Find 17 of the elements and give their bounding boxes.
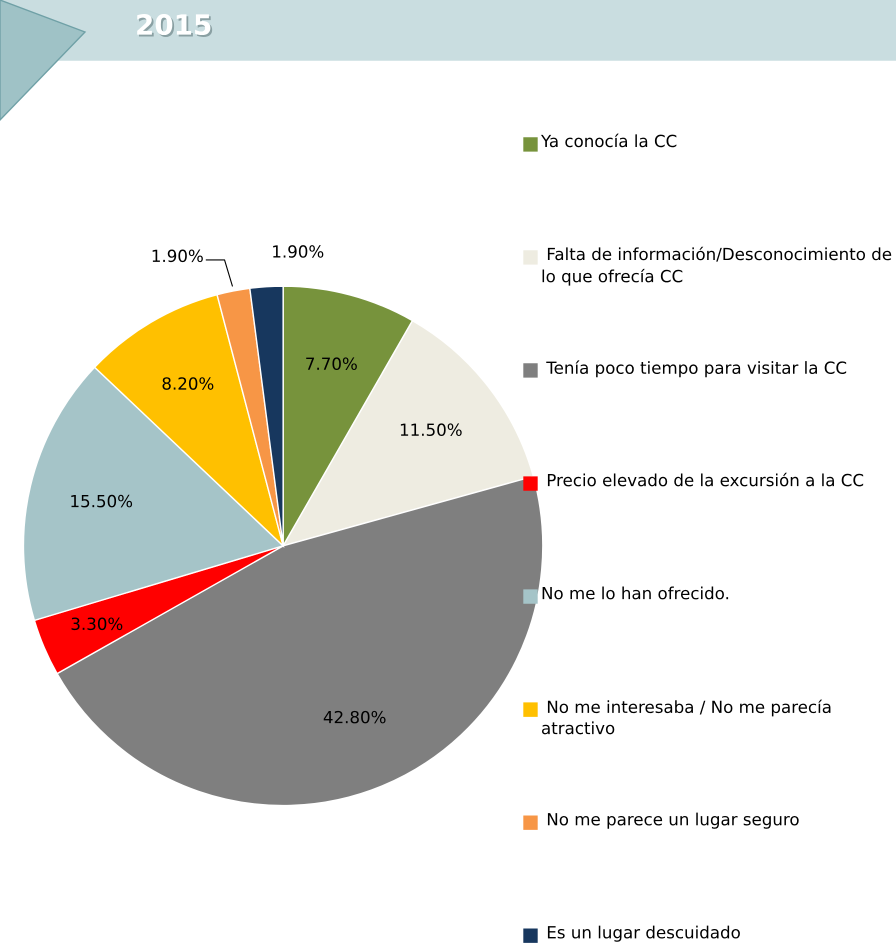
legend-label: Precio elevado de la excursión a la CC [548,472,864,486]
data-label: 11.50% [400,423,462,436]
data-label: 8.20% [162,377,214,390]
data-label: 1.90% [273,245,324,258]
legend-label: Es un lugar descuidado [548,926,740,942]
data-label: 1.90% [152,250,203,262]
data-label: 15.50% [71,494,132,508]
legend-label: No me lo han ofrecido. [542,586,728,600]
legend-label: No me interesaba / No me parecía atractivo [542,700,830,734]
chart-title: 2015 [138,16,212,37]
data-label: 3.30% [72,617,122,630]
legend-label: Ya conocía la CC [540,134,676,148]
data-label: 7.70% [306,357,357,370]
legend-label: No me parece un lugar seguro [548,812,799,829]
legend-label: Falta de información/Desconocimiento de lo que ofrecía CC [542,246,892,286]
data-label: 42.80% [324,710,386,724]
legend-label: Tenía poco tiempo para visitar la CC [546,360,846,378]
